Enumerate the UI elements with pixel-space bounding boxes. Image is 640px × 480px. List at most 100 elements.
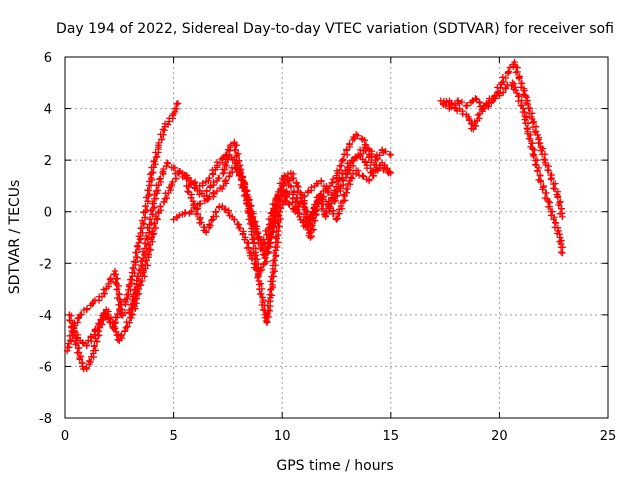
trail-marker [245, 244, 252, 251]
trail-marker [339, 155, 347, 163]
trail-marker [382, 148, 389, 155]
trail-marker [212, 208, 220, 216]
trail-marker [266, 291, 274, 298]
trail-marker [99, 316, 107, 324]
trail-marker [329, 175, 337, 183]
trail-marker [502, 74, 510, 82]
trail-marker [247, 218, 255, 225]
x-axis-label: GPS time / hours [276, 458, 393, 474]
data-points [63, 58, 567, 373]
trail-marker [308, 184, 315, 191]
trail-marker [269, 257, 277, 265]
trail-marker [228, 164, 236, 172]
y-tick-label: -6 [39, 360, 52, 375]
trail-marker [157, 175, 164, 182]
trail-marker [110, 325, 118, 332]
trail-marker [269, 277, 277, 285]
trail-marker [308, 232, 316, 240]
trail-marker [137, 225, 145, 232]
trail-marker [269, 216, 277, 224]
trail-marker [130, 258, 138, 265]
trail-marker [505, 68, 512, 75]
trail-marker [216, 159, 224, 167]
data-point [220, 169, 227, 177]
trail-marker [222, 176, 230, 184]
trail-marker [330, 187, 338, 194]
trail-marker [106, 276, 114, 283]
trail-marker [72, 340, 79, 348]
trail-marker [151, 220, 159, 228]
trail-marker [133, 242, 141, 250]
trail-marker [215, 174, 223, 182]
trail-marker [381, 164, 388, 172]
trail-marker [547, 176, 555, 183]
trail-marker [260, 236, 267, 244]
trail-marker [341, 192, 348, 200]
trail-marker [521, 116, 529, 123]
trail-marker [151, 157, 158, 165]
trail-marker [131, 303, 138, 310]
trail-marker [143, 250, 151, 258]
trail-marker [197, 200, 204, 207]
trail-marker [323, 182, 330, 190]
trail-marker [102, 312, 109, 320]
trail-marker [76, 356, 84, 363]
trail-marker [233, 141, 240, 149]
y-axis-label: SDTVAR / TECUs [7, 180, 23, 295]
trail-marker [537, 178, 544, 186]
trail-marker [347, 174, 355, 181]
trail-marker [183, 175, 191, 182]
trail-marker [346, 140, 353, 148]
trail-marker [197, 219, 205, 226]
trail-marker [320, 193, 327, 201]
trail-marker [289, 191, 297, 198]
data-point [207, 182, 214, 190]
trail-marker [139, 248, 147, 256]
trail-marker [163, 194, 171, 202]
trail-marker [154, 186, 162, 194]
data-point [300, 203, 308, 210]
trail-marker [132, 295, 139, 303]
trail-marker [160, 198, 168, 206]
trail-marker [87, 358, 94, 366]
trail-marker [544, 166, 552, 174]
trail-marker [545, 198, 552, 205]
trail-marker [263, 258, 270, 266]
data-point [333, 216, 340, 223]
y-tick-label: 0 [44, 206, 52, 221]
trail-marker [274, 188, 282, 196]
trail-marker [112, 279, 119, 286]
data-point [359, 172, 366, 179]
trail-marker [524, 120, 532, 127]
trail-marker [136, 236, 144, 243]
trail-marker [71, 329, 78, 337]
trail-marker [358, 135, 366, 142]
trail-marker [79, 340, 87, 347]
trail-marker [354, 132, 361, 140]
trail-marker [83, 341, 91, 349]
trail-marker [466, 117, 473, 124]
trail-marker [290, 174, 297, 182]
data-point [213, 187, 221, 195]
trail-marker [247, 248, 255, 256]
trail-marker [160, 165, 167, 173]
trail-marker [535, 139, 542, 147]
trail-marker [152, 224, 160, 232]
trail-marker [91, 343, 98, 350]
trail-marker [386, 150, 394, 158]
trail-marker [491, 92, 499, 99]
trail-marker [117, 332, 125, 340]
trail-marker [74, 315, 82, 322]
trail-marker [476, 98, 483, 106]
trail-marker [362, 158, 369, 165]
data-point [100, 311, 108, 319]
trail-marker [353, 154, 361, 162]
trail-marker [235, 172, 243, 180]
trail-marker [145, 251, 153, 259]
data-point [122, 324, 130, 332]
trail-marker [218, 185, 226, 193]
data-point [522, 92, 529, 99]
trail-marker [324, 189, 332, 197]
trail-marker [194, 210, 202, 218]
data-point [170, 216, 177, 223]
